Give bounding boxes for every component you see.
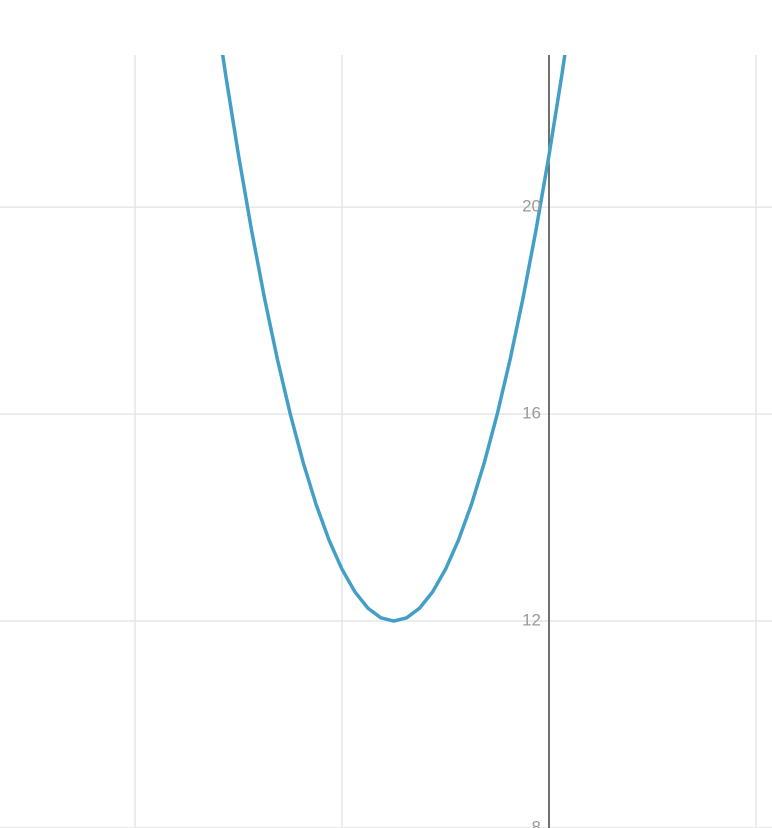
y-tick-label: 20	[522, 197, 541, 216]
tick-labels: 8 12 16 20	[522, 197, 541, 828]
y-tick-label: 12	[522, 611, 541, 630]
plot-area	[220, 55, 567, 623]
curve	[220, 55, 567, 623]
y-tick-label: 8	[532, 817, 541, 828]
grid	[0, 55, 772, 828]
y-tick-label: 16	[522, 404, 541, 423]
